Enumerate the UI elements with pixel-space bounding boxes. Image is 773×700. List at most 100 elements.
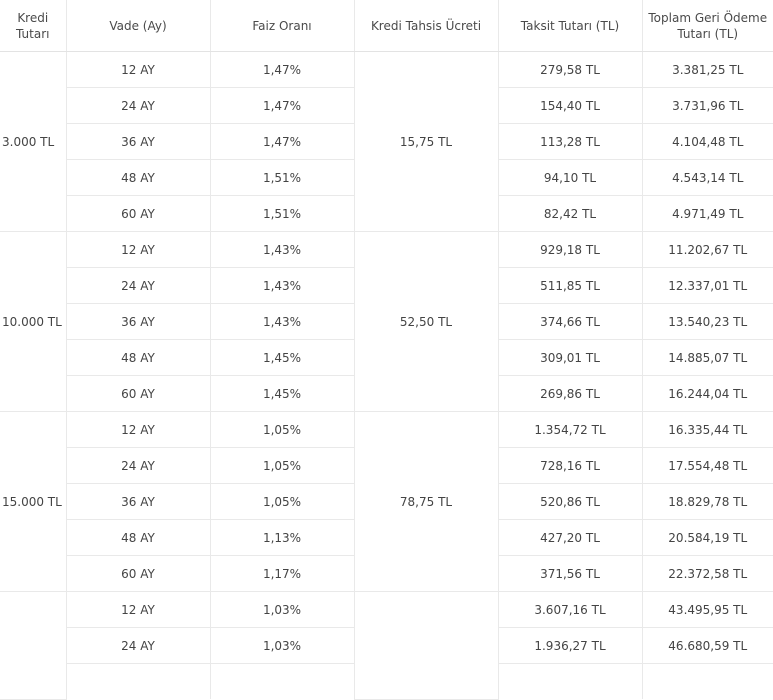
header-term: Vade (Ay) <box>65 0 210 52</box>
table-row: 60 AY 1,17% 371,56 TL 22.372,58 TL <box>0 555 773 592</box>
cell-term: 60 AY <box>65 195 210 232</box>
cell-term: 36 AY <box>65 483 210 520</box>
cell-installment: 728,16 TL <box>497 447 642 484</box>
cell-total: 3.381,25 TL <box>641 51 773 88</box>
table-row: 3.000 TL 12 AY 1,47% 15,75 TL 279,58 TL 3.381… <box>0 51 773 232</box>
table-row: 12 AY 1,03% 3.607,16 TL 43.495,95 TL <box>0 591 773 700</box>
cell-rate: 1,51% <box>209 159 354 196</box>
table-row: 48 AY 1,45% 309,01 TL 14.885,07 TL <box>0 339 773 376</box>
cell-term: 60 AY <box>65 375 210 412</box>
cell-installment: 154,40 TL <box>497 87 642 124</box>
cell-installment: 1.354,72 TL <box>497 411 642 448</box>
cell-installment: 94,10 TL <box>497 159 642 196</box>
cell-installment <box>497 663 642 699</box>
cell-installment: 929,18 TL <box>497 231 642 268</box>
cell-term: 48 AY <box>65 159 210 196</box>
table-row: 24 AY 1,03% 1.936,27 TL 46.680,59 TL <box>0 627 773 664</box>
table-row: 48 AY 1,13% 427,20 TL 20.584,19 TL <box>0 519 773 556</box>
cell-installment: 1.936,27 TL <box>497 627 642 664</box>
cell-term: 12 AY <box>65 231 210 268</box>
cell-installment: 82,42 TL <box>497 195 642 232</box>
cell-total: 4.543,14 TL <box>641 159 773 196</box>
cell-rate: 1,51% <box>209 195 354 232</box>
cell-amount: 3.000 TL <box>0 51 66 232</box>
cell-total: 16.335,44 TL <box>641 411 773 448</box>
cell-installment: 511,85 TL <box>497 267 642 304</box>
cell-term: 12 AY <box>65 591 210 628</box>
table-row: 48 AY 1,51% 94,10 TL 4.543,14 TL <box>0 159 773 196</box>
cell-rate: 1,13% <box>209 519 354 556</box>
cell-fee: 78,75 TL <box>353 411 498 592</box>
cell-total: 12.337,01 TL <box>641 267 773 304</box>
header-amount: Kredi Tutarı <box>0 0 66 52</box>
cell-amount <box>0 591 66 700</box>
cell-term: 24 AY <box>65 267 210 304</box>
cell-rate: 1,43% <box>209 303 354 340</box>
cell-rate: 1,03% <box>209 591 354 628</box>
cell-term: 60 AY <box>65 555 210 592</box>
cell-installment: 279,58 TL <box>497 51 642 88</box>
cell-installment: 374,66 TL <box>497 303 642 340</box>
cell-fee: 15,75 TL <box>353 51 498 232</box>
cell-installment: 269,86 TL <box>497 375 642 412</box>
cell-term: 24 AY <box>65 87 210 124</box>
table-row: 36 AY 1,05% 520,86 TL 18.829,78 TL <box>0 483 773 520</box>
cell-total: 46.680,59 TL <box>641 627 773 664</box>
cell-installment: 520,86 TL <box>497 483 642 520</box>
cell-term: 36 AY <box>65 123 210 160</box>
cell-term <box>65 663 210 699</box>
header-rate: Faiz Oranı <box>209 0 354 52</box>
cell-rate: 1,47% <box>209 123 354 160</box>
cell-installment: 371,56 TL <box>497 555 642 592</box>
cell-term: 48 AY <box>65 519 210 556</box>
cell-rate: 1,47% <box>209 87 354 124</box>
cell-total: 3.731,96 TL <box>641 87 773 124</box>
cell-term: 24 AY <box>65 447 210 484</box>
cell-total: 43.495,95 TL <box>641 591 773 628</box>
cell-installment: 427,20 TL <box>497 519 642 556</box>
table-row: 24 AY 1,47% 154,40 TL 3.731,96 TL <box>0 87 773 124</box>
cell-total: 20.584,19 TL <box>641 519 773 556</box>
cell-installment: 309,01 TL <box>497 339 642 376</box>
table-row: 15.000 TL 12 AY 1,05% 78,75 TL 1.354,72 TL 16… <box>0 411 773 592</box>
cell-total: 4.971,49 TL <box>641 195 773 232</box>
cell-rate <box>209 663 354 699</box>
cell-total: 11.202,67 TL <box>641 231 773 268</box>
cell-rate: 1,03% <box>209 627 354 664</box>
table-row: 10.000 TL 12 AY 1,43% 52,50 TL 929,18 TL 11.2… <box>0 231 773 412</box>
cell-total: 14.885,07 TL <box>641 339 773 376</box>
table-row: 60 AY 1,45% 269,86 TL 16.244,04 TL <box>0 375 773 412</box>
table-row: 24 AY 1,43% 511,85 TL 12.337,01 TL <box>0 267 773 304</box>
cell-installment: 113,28 TL <box>497 123 642 160</box>
cell-total: 18.829,78 TL <box>641 483 773 520</box>
cell-rate: 1,47% <box>209 51 354 88</box>
table-row: 36 AY 1,47% 113,28 TL 4.104,48 TL <box>0 123 773 160</box>
cell-total: 13.540,23 TL <box>641 303 773 340</box>
cell-term: 12 AY <box>65 411 210 448</box>
header-total: Toplam Geri Ödeme Tutarı (TL) <box>641 0 773 52</box>
table-header-row: Kredi Tutarı Vade (Ay) Faiz Oranı Kredi … <box>0 0 773 52</box>
cell-rate: 1,05% <box>209 483 354 520</box>
cell-rate: 1,45% <box>209 375 354 412</box>
table-row: 36 AY 1,43% 374,66 TL 13.540,23 TL <box>0 303 773 340</box>
cell-rate: 1,43% <box>209 231 354 268</box>
cell-term: 24 AY <box>65 627 210 664</box>
cell-fee <box>353 591 498 700</box>
table-body: 3.000 TL 12 AY 1,47% 15,75 TL 279,58 TL 3.381… <box>0 51 773 700</box>
cell-total: 22.372,58 TL <box>641 555 773 592</box>
cell-total <box>641 663 773 699</box>
cell-rate: 1,05% <box>209 447 354 484</box>
cell-rate: 1,05% <box>209 411 354 448</box>
table-row: 60 AY 1,51% 82,42 TL 4.971,49 TL <box>0 195 773 232</box>
cell-fee: 52,50 TL <box>353 231 498 412</box>
cell-total: 16.244,04 TL <box>641 375 773 412</box>
cell-rate: 1,43% <box>209 267 354 304</box>
cell-rate: 1,45% <box>209 339 354 376</box>
header-installment: Taksit Tutarı (TL) <box>497 0 642 52</box>
cell-term: 36 AY <box>65 303 210 340</box>
cell-total: 17.554,48 TL <box>641 447 773 484</box>
cell-installment: 3.607,16 TL <box>497 591 642 628</box>
cell-term: 48 AY <box>65 339 210 376</box>
cell-amount: 10.000 TL <box>0 231 66 412</box>
